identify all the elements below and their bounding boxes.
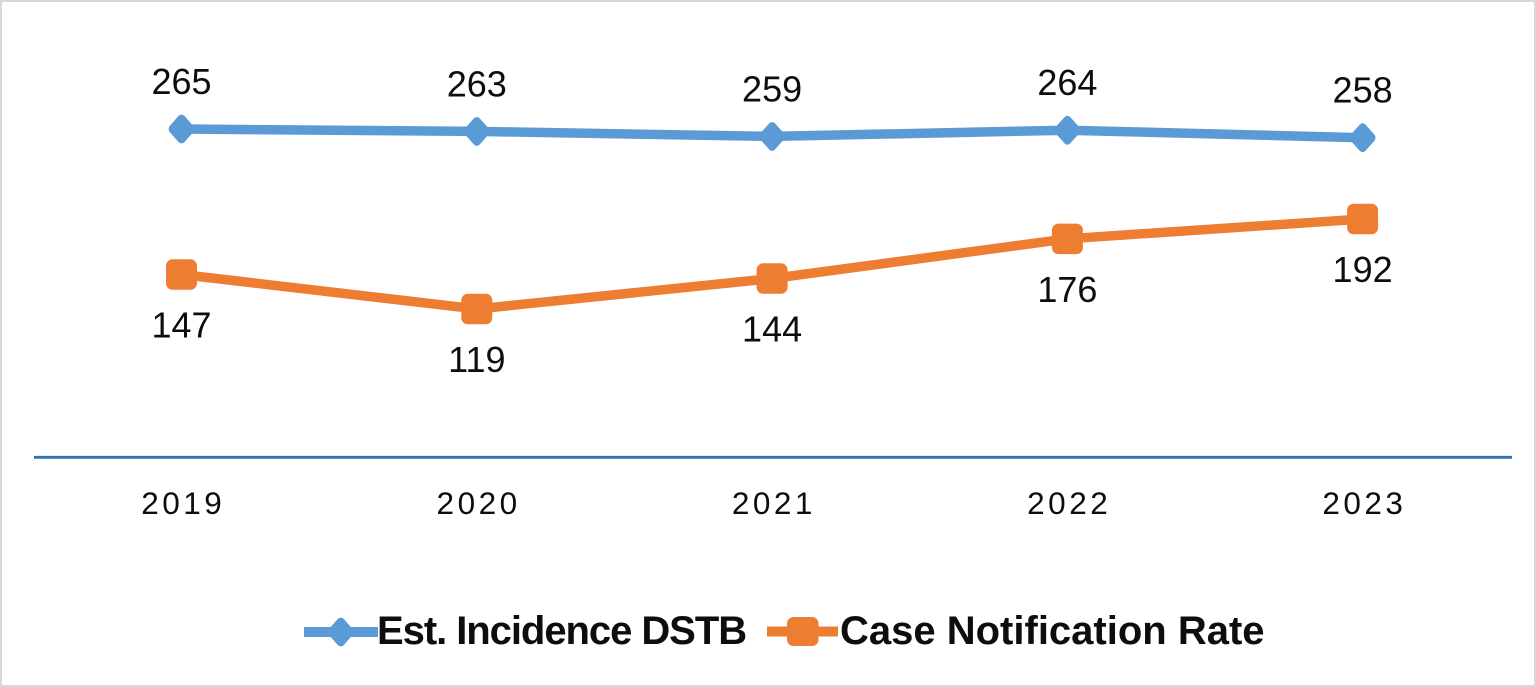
svg-text:2023: 2023 [1322, 485, 1406, 521]
svg-text:258: 258 [1333, 70, 1393, 111]
svg-text:263: 263 [447, 63, 507, 104]
svg-text:Est. Incidence DSTB: Est. Incidence DSTB [377, 609, 746, 653]
svg-text:265: 265 [151, 61, 211, 102]
svg-text:Case Notification Rate: Case Notification Rate [840, 609, 1265, 653]
svg-text:144: 144 [742, 309, 802, 350]
svg-text:259: 259 [742, 68, 802, 109]
svg-text:2020: 2020 [437, 485, 521, 521]
svg-text:147: 147 [151, 305, 211, 346]
svg-text:2019: 2019 [141, 485, 225, 521]
svg-text:192: 192 [1333, 249, 1393, 290]
svg-text:2022: 2022 [1027, 485, 1111, 521]
svg-text:2021: 2021 [732, 485, 816, 521]
svg-text:119: 119 [448, 339, 505, 380]
svg-text:176: 176 [1037, 269, 1097, 310]
svg-text:264: 264 [1037, 62, 1097, 103]
